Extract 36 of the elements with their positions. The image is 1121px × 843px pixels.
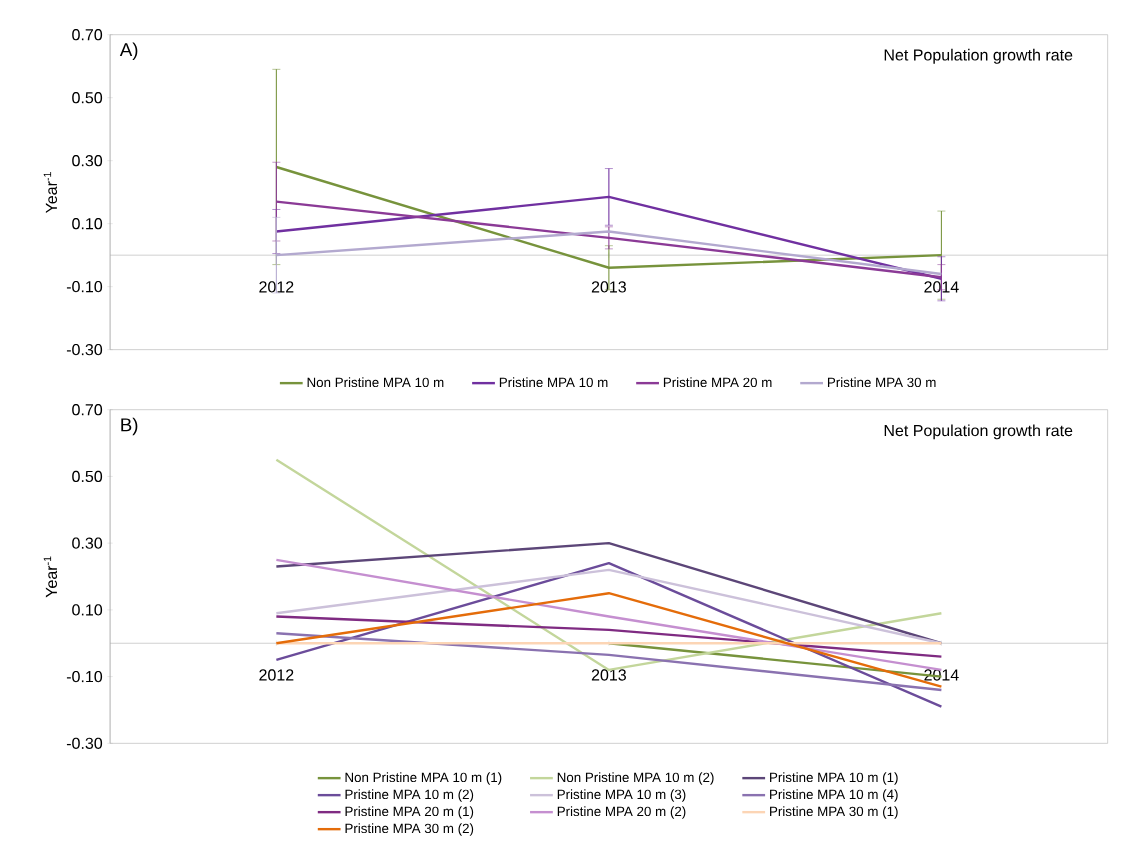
legend-label: Pristine MPA 20 m: [663, 377, 772, 387]
legend-label: Non Pristine MPA 10 m: [307, 377, 444, 387]
legend-label: Pristine MPA 10 m: [499, 377, 608, 387]
legend-label: Pristine MPA 10 m (4): [770, 789, 898, 802]
text: Net Population growth rate: [884, 48, 1073, 64]
legend-label: Pristine MPA 30 m (2): [345, 823, 474, 836]
y-tick-label: 0.70: [72, 28, 103, 41]
y-tick-label: 0.10: [72, 217, 103, 230]
y-tick-label: 0.30: [72, 537, 103, 549]
legend-label: Pristine MPA 10 m (3): [557, 789, 686, 802]
x-tick-label: 2012: [259, 669, 294, 681]
y-tick-label: -0.10: [66, 280, 103, 293]
y-axis-title: Year$^{-1}$: [43, 556, 58, 598]
y-axis-title: Year$^{-1}$: [43, 171, 58, 213]
legend-label: Pristine MPA 20 m (2): [557, 806, 686, 819]
y-tick-label: 0.50: [72, 91, 103, 104]
y-tick-label: -0.10: [66, 670, 103, 683]
x-tick-label: 2013: [591, 281, 626, 293]
y-tick-label: 0.10: [72, 604, 103, 616]
x-tick-label: 2012: [259, 281, 294, 293]
y-tick-label: -0.30: [66, 737, 103, 749]
legend-label: Non Pristine MPA 10 m (1): [345, 772, 502, 785]
legend-label: Pristine MPA 20 m (1): [345, 806, 474, 819]
annotation: A): [119, 42, 138, 60]
legend-label: Pristine MPA 30 m (1): [770, 806, 898, 819]
legend-label: Pristine MPA 30 m: [827, 377, 936, 387]
x-tick-label: 2013: [591, 669, 626, 681]
y-tick-label: 0.50: [72, 470, 103, 482]
legend-label: Pristine MPA 10 m (1): [770, 772, 898, 785]
annotation: B): [121, 417, 138, 435]
y-tick-label: 0.30: [72, 154, 103, 167]
text: Net Population growth rate: [884, 424, 1073, 440]
y-tick-label: 0.70: [72, 403, 103, 416]
legend-label: Pristine MPA 10 m (2): [345, 789, 474, 802]
legend-label: Non Pristine MPA 10 m (2): [557, 772, 714, 785]
y-tick-label: -0.30: [66, 343, 103, 356]
